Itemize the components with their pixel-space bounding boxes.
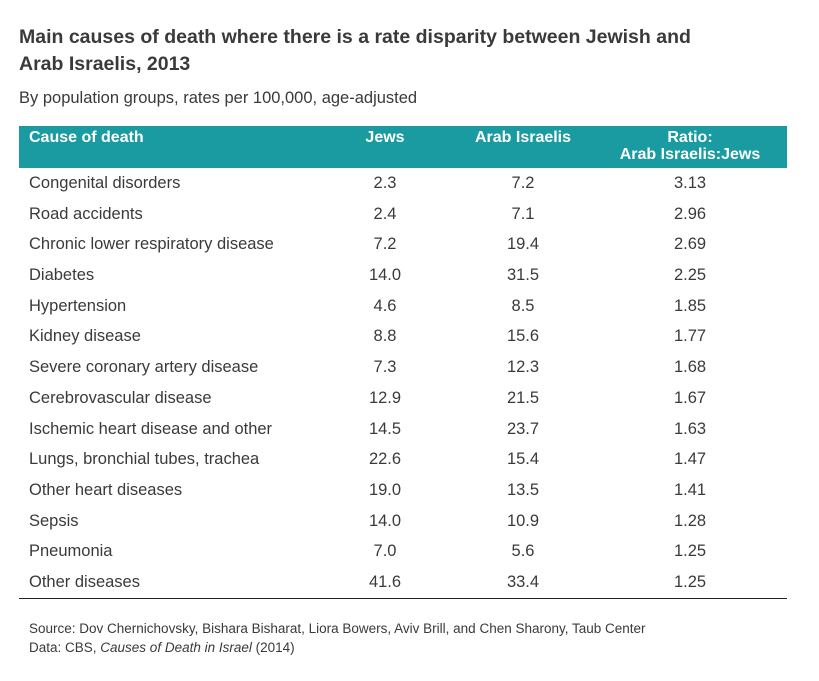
column-header-jews: Jews	[365, 129, 405, 146]
chart-title: Main causes of death where there is a ra…	[19, 26, 691, 75]
chart-subtitle: By population groups, rates per 100,000,…	[19, 89, 418, 107]
source-line-1: Source: Dov Chernichovsky, Bishara Bisha…	[29, 621, 646, 636]
cell-jews: 7.0	[373, 542, 397, 561]
cell-cause: Kidney disease	[29, 327, 141, 346]
column-header-ratio: Ratio: Arab Israelis:Jews	[602, 129, 778, 163]
cell-cause: Cerebrovascular disease	[29, 388, 212, 407]
cell-ratio: 2.25	[673, 266, 707, 285]
cell-arab-israelis: 10.9	[506, 511, 540, 530]
column-header-cause: Cause of death	[29, 129, 144, 146]
cell-cause: Ischemic heart disease and other	[29, 419, 273, 438]
cell-cause: Diabetes	[29, 266, 95, 285]
table-row: Sepsis 14.0 10.9 1.28	[19, 506, 787, 537]
cell-arab-israelis: 19.4	[506, 235, 540, 254]
cell-cause: Congenital disorders	[29, 174, 181, 192]
cell-arab-israelis: 23.7	[506, 419, 540, 438]
table-row: Chronic lower respiratory disease 7.2 19.4…	[19, 229, 787, 260]
cell-arab-israelis: 21.5	[506, 388, 540, 407]
cell-ratio: 1.67	[673, 388, 707, 407]
cell-ratio: 1.63	[673, 419, 707, 438]
source-note: Source: Dov Chernichovsky, Bishara Bisha…	[29, 619, 769, 657]
table-row: Kidney disease 8.8 15.6 1.77	[19, 321, 787, 352]
cell-ratio: 1.68	[673, 358, 707, 377]
cell-arab-israelis: 7.1	[511, 204, 535, 223]
table-row: Congenital disorders 2.3 7.2 3.13	[19, 168, 787, 199]
table-row: Other diseases 41.6 33.4 1.25	[19, 567, 787, 598]
table-row: Ischemic heart disease and other 14.5 23.7…	[19, 414, 787, 445]
column-header-ratio-line1: Ratio:	[667, 129, 713, 146]
cell-arab-israelis: 33.4	[506, 572, 540, 591]
cell-arab-israelis: 13.5	[506, 480, 540, 499]
table-body: Congenital disorders 2.3 7.2 3.13 Road accid…	[19, 168, 787, 598]
cell-arab-israelis: 7.2	[511, 174, 535, 192]
table-header: Cause of death Jews Arab Israelis Ratio:…	[19, 126, 787, 168]
cell-ratio: 1.77	[673, 327, 707, 346]
table-row: Hypertension 4.6 8.5 1.85	[19, 291, 787, 322]
table-row: Severe coronary artery disease 7.3 12.3 1.6…	[19, 352, 787, 383]
source-publication-title: Causes of Death in Israel	[100, 640, 252, 655]
cell-cause: Other heart diseases	[29, 480, 183, 499]
cell-arab-israelis: 5.6	[511, 542, 535, 561]
cell-ratio: 2.96	[673, 204, 707, 223]
table-row: Road accidents 2.4 7.1 2.96	[19, 199, 787, 230]
cell-ratio: 1.85	[673, 296, 707, 315]
table-row: Cerebrovascular disease 12.9 21.5 1.67	[19, 383, 787, 414]
cell-ratio: 2.69	[673, 235, 707, 254]
cell-jews: 7.3	[373, 358, 397, 377]
source-data-prefix: Data: CBS,	[29, 640, 101, 655]
source-data-suffix: (2014)	[251, 640, 295, 655]
column-header-arab-israelis: Arab Israelis	[474, 129, 572, 146]
cell-jews: 8.8	[373, 327, 397, 346]
cell-jews: 2.4	[373, 204, 397, 223]
table-row: Pneumonia 7.0 5.6 1.25	[19, 536, 787, 567]
cell-arab-israelis: 15.4	[506, 450, 540, 469]
cell-ratio: 1.25	[673, 572, 707, 591]
cell-arab-israelis: 8.5	[511, 296, 535, 315]
table-row: Lungs, bronchial tubes, trachea 22.6 15.4 1…	[19, 444, 787, 475]
cell-cause: Severe coronary artery disease	[29, 358, 259, 377]
cell-jews: 14.5	[368, 419, 402, 438]
cell-cause: Pneumonia	[29, 542, 113, 561]
cell-jews: 14.0	[368, 511, 402, 530]
cell-ratio: 1.28	[673, 511, 707, 530]
cell-jews: 19.0	[368, 480, 402, 499]
column-header-ratio-line2: Arab Israelis:Jews	[619, 146, 761, 163]
table-bottom-rule	[19, 598, 787, 599]
cell-cause: Lungs, bronchial tubes, trachea	[29, 450, 260, 469]
table-row: Diabetes 14.0 31.5 2.25	[19, 260, 787, 291]
cell-arab-israelis: 15.6	[506, 327, 540, 346]
source-line-2: Data: CBS, Causes of Death in Israel (20…	[29, 638, 769, 657]
cell-arab-israelis: 31.5	[506, 266, 540, 285]
cell-jews: 2.3	[373, 174, 397, 192]
data-table: Cause of death Jews Arab Israelis Ratio:…	[19, 126, 787, 598]
table-row: Other heart diseases 19.0 13.5 1.41	[19, 475, 787, 506]
cell-ratio: 1.47	[673, 450, 707, 469]
cell-cause: Hypertension	[29, 296, 127, 315]
cell-cause: Road accidents	[29, 204, 143, 223]
cell-ratio: 1.25	[673, 542, 707, 561]
cell-arab-israelis: 12.3	[506, 358, 540, 377]
cell-jews: 12.9	[368, 388, 402, 407]
cell-cause: Other diseases	[29, 572, 140, 591]
cell-cause: Sepsis	[29, 511, 79, 530]
cell-cause: Chronic lower respiratory disease	[29, 235, 274, 254]
cell-ratio: 1.41	[673, 480, 707, 499]
cell-ratio: 3.13	[673, 174, 707, 192]
cell-jews: 4.6	[373, 296, 397, 315]
cell-jews: 41.6	[368, 572, 402, 591]
cell-jews: 7.2	[373, 235, 397, 254]
cell-jews: 22.6	[368, 450, 402, 469]
cell-jews: 14.0	[368, 266, 402, 285]
